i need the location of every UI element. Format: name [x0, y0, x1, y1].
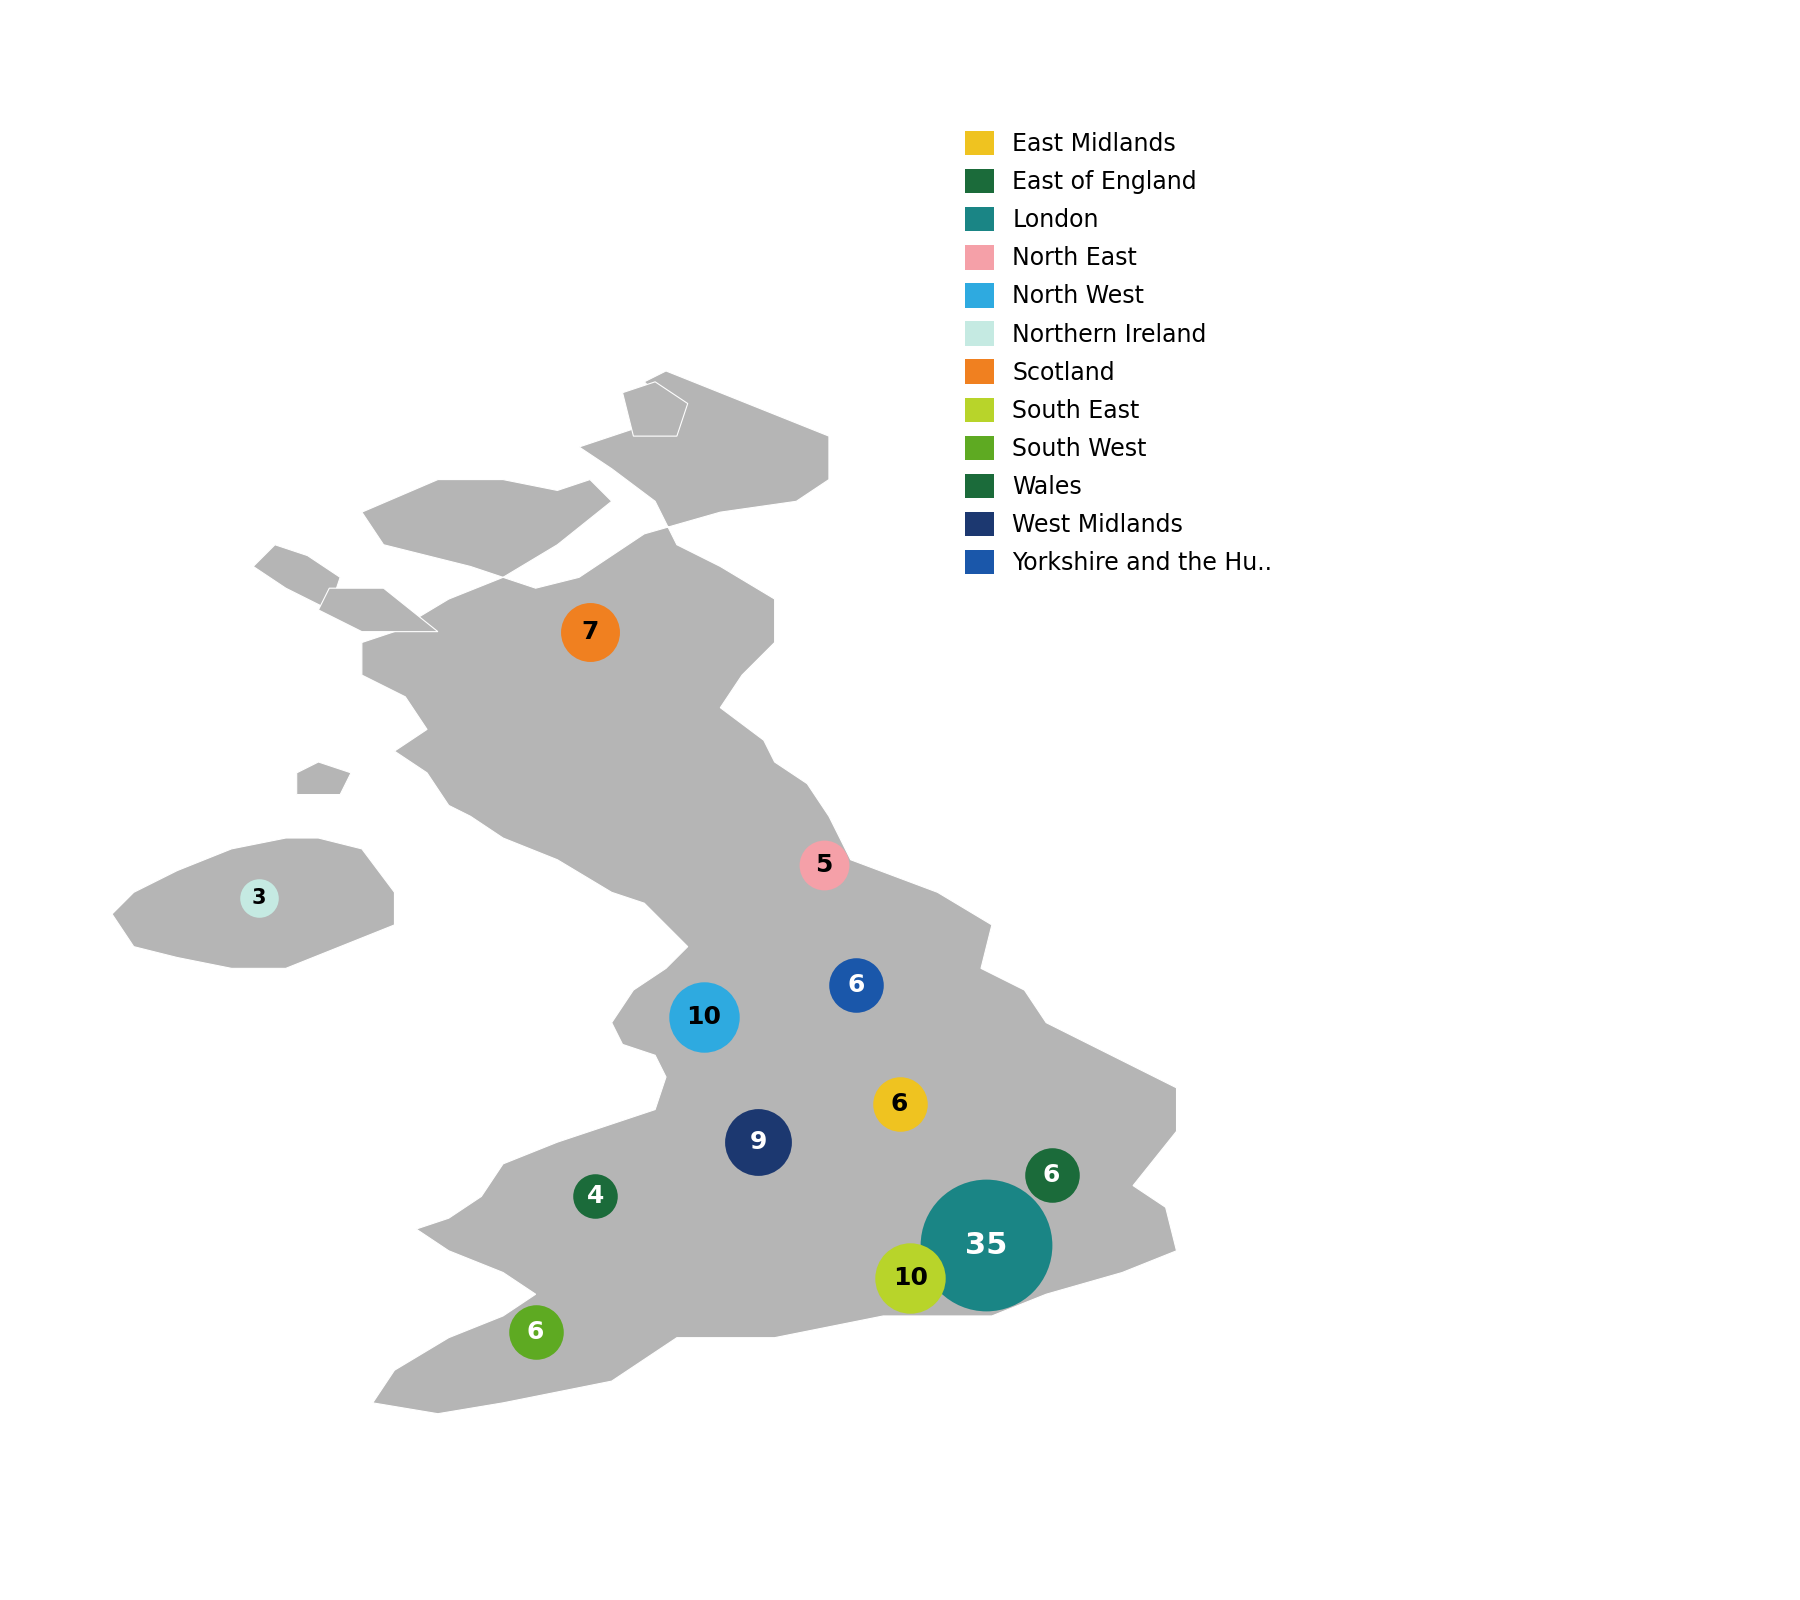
Text: 6: 6 — [527, 1320, 544, 1344]
Point — [810, 853, 839, 878]
Point — [842, 971, 871, 997]
Text: 6: 6 — [891, 1093, 909, 1117]
Text: 5: 5 — [815, 853, 832, 877]
Text: 3: 3 — [252, 888, 266, 907]
Text: 4: 4 — [587, 1184, 605, 1208]
Text: 10: 10 — [893, 1266, 927, 1290]
Polygon shape — [623, 382, 688, 437]
Point — [1037, 1162, 1066, 1187]
Polygon shape — [112, 838, 394, 968]
Point — [689, 1005, 718, 1030]
Point — [581, 1184, 610, 1210]
Point — [896, 1266, 925, 1291]
Polygon shape — [297, 762, 351, 795]
Point — [972, 1232, 1001, 1258]
Text: 9: 9 — [749, 1130, 767, 1154]
Text: 10: 10 — [686, 1005, 722, 1029]
Polygon shape — [254, 544, 340, 610]
Point — [522, 1320, 551, 1346]
Point — [886, 1091, 914, 1117]
Text: 35: 35 — [965, 1230, 1008, 1259]
Polygon shape — [319, 589, 437, 632]
Point — [576, 619, 605, 645]
Text: 7: 7 — [581, 619, 599, 643]
Legend: East Midlands, East of England, London, North East, North West, Northern Ireland: East Midlands, East of England, London, … — [954, 120, 1283, 587]
Point — [245, 885, 274, 910]
Text: 6: 6 — [1042, 1163, 1060, 1187]
Point — [743, 1130, 772, 1155]
Text: 6: 6 — [848, 973, 864, 997]
Polygon shape — [362, 371, 1177, 1414]
